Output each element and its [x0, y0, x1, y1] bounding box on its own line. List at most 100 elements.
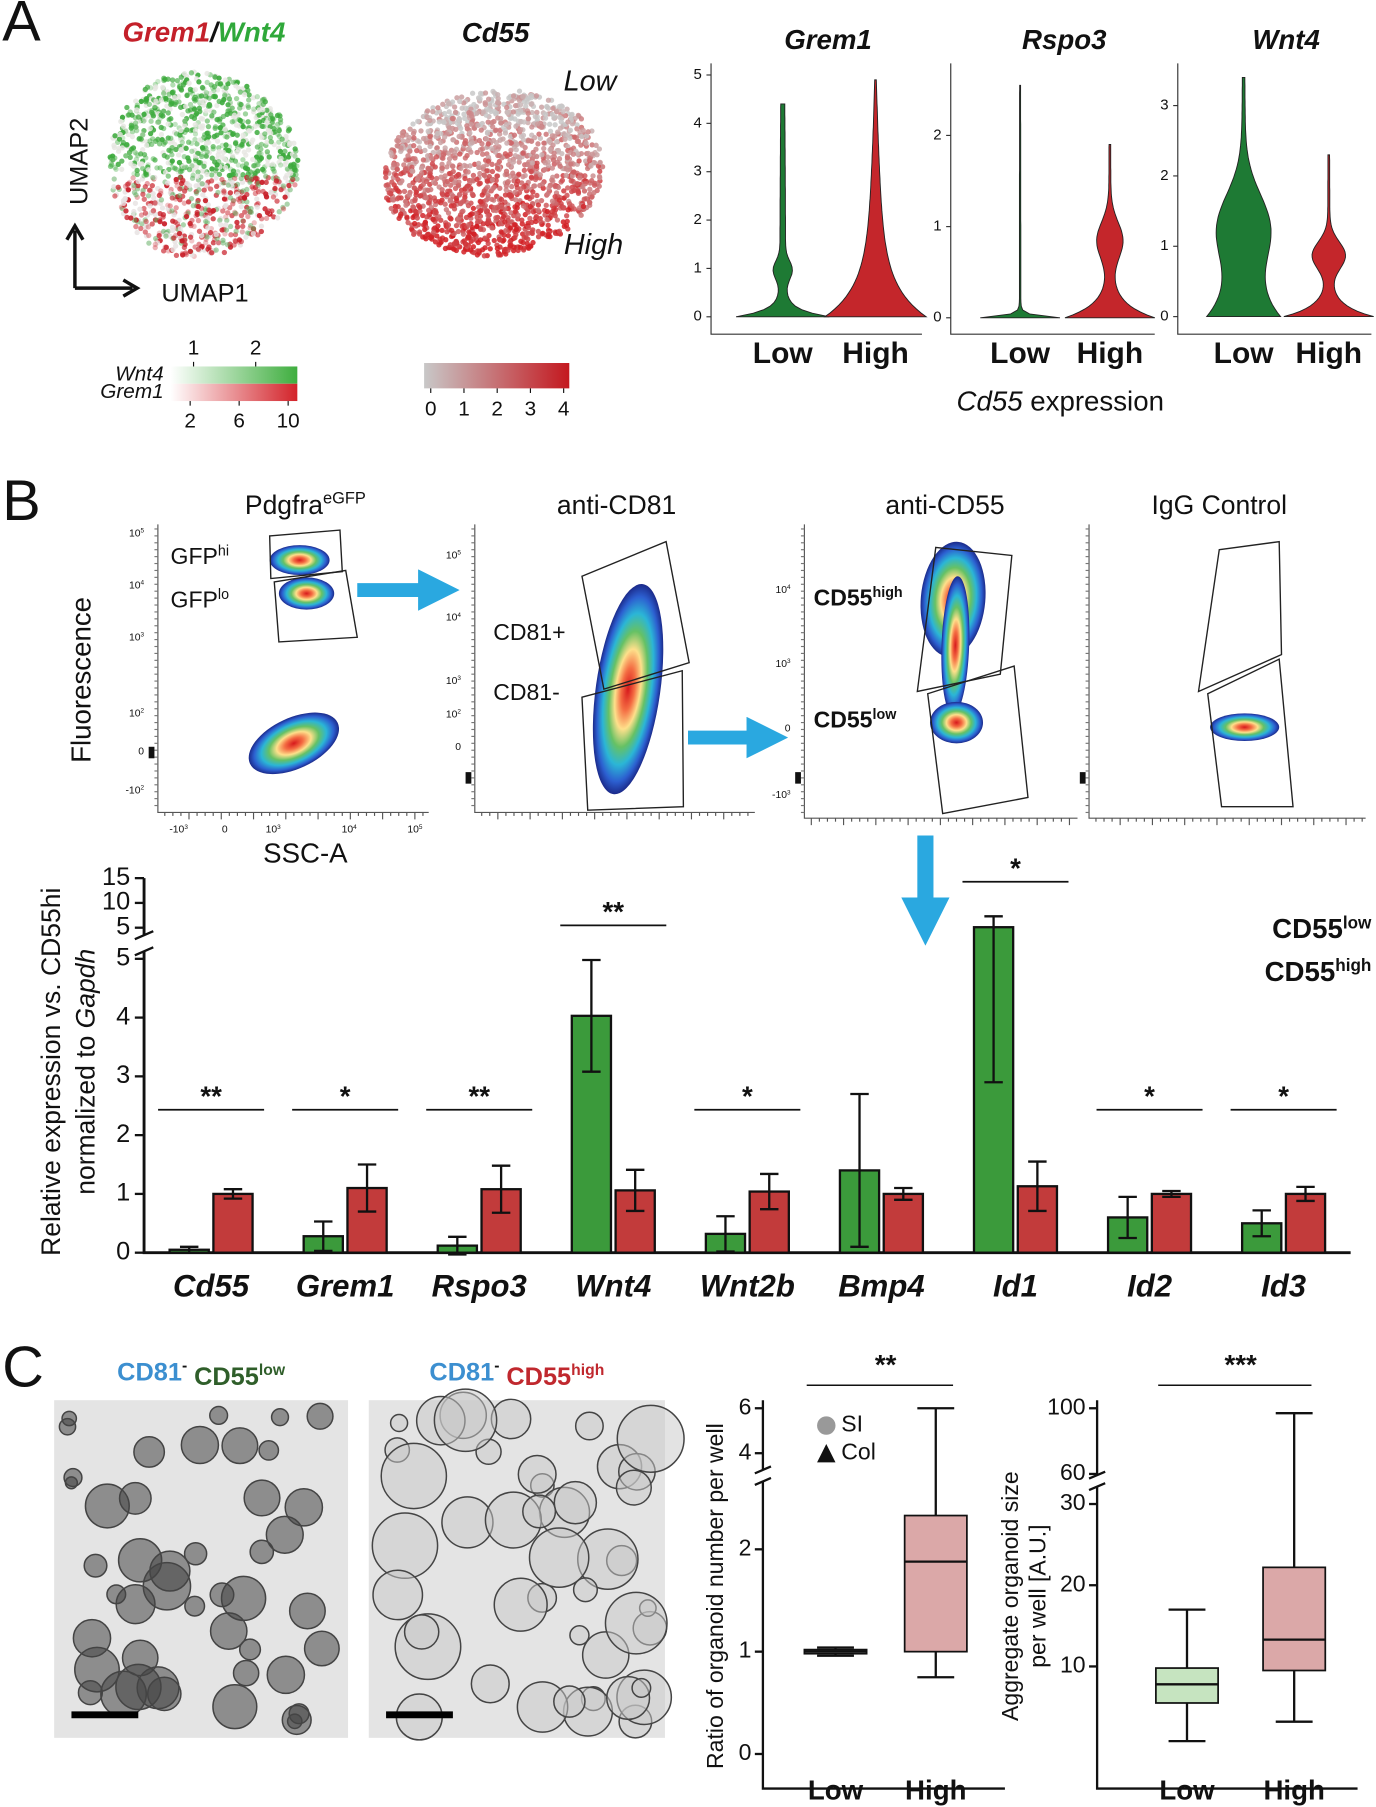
umap-point: [456, 171, 462, 178]
y-tick-label: 3: [694, 163, 702, 180]
umap-point: [264, 209, 271, 216]
umap-point: [558, 119, 564, 125]
umap-point: [531, 183, 538, 189]
umap-point: [245, 147, 252, 153]
umap-point: [160, 212, 167, 218]
umap-point: [589, 142, 595, 148]
axis-marker: [148, 746, 155, 759]
y-tick-label: 3: [1160, 97, 1168, 114]
umap-point: [470, 236, 476, 242]
density-blob: [269, 545, 330, 576]
umap-point: [115, 184, 121, 190]
umap-point: [256, 212, 263, 219]
umap-point: [203, 152, 209, 158]
umap-point: [250, 156, 256, 163]
umap-point: [213, 175, 219, 181]
significance-label: **: [200, 1081, 222, 1112]
umap-point: [255, 189, 262, 195]
umap-point: [225, 210, 231, 216]
umap-point: [268, 139, 274, 145]
umap-point: [525, 236, 531, 242]
umap-point: [254, 204, 260, 210]
significance-label: **: [468, 1081, 490, 1112]
umap-point: [583, 133, 590, 139]
umap-point: [280, 183, 287, 189]
umap-point: [432, 239, 439, 245]
text-part: -10: [772, 790, 787, 801]
umap-point: [504, 171, 510, 177]
organoid: [306, 1402, 334, 1430]
umap-point: [180, 177, 186, 183]
umap-point: [513, 226, 519, 233]
umap-point: [222, 92, 228, 98]
umap-point: [432, 202, 439, 208]
umap-point: [150, 175, 156, 181]
umap-point: [178, 127, 184, 134]
umap-point: [459, 105, 465, 111]
umap-point: [152, 245, 158, 251]
umap-point: [205, 130, 211, 136]
significance-label: **: [603, 896, 625, 927]
umap-point: [265, 175, 271, 181]
umap-point: [464, 123, 470, 129]
umap-point: [515, 111, 521, 117]
umap-point: [433, 209, 439, 216]
y-tick-label: 1: [116, 1179, 130, 1207]
umap-point: [247, 179, 253, 185]
umap-point: [541, 145, 547, 152]
umap-point: [450, 115, 457, 122]
umap-point: [196, 105, 203, 111]
umap-point: [527, 203, 533, 210]
umap-point: [279, 136, 285, 142]
umap-point: [444, 178, 450, 185]
umap-point: [502, 130, 509, 136]
umap-point: [436, 214, 442, 220]
umap-point: [274, 215, 281, 221]
umap-point: [193, 164, 200, 170]
umap-point: [262, 99, 268, 105]
umap-point: [463, 163, 470, 169]
x-tick-label: Id1: [993, 1269, 1038, 1304]
umap-point: [188, 196, 195, 202]
umap-point: [140, 147, 146, 153]
umap-point: [479, 146, 486, 152]
umap-point: [461, 111, 467, 117]
umap-point: [493, 127, 499, 133]
umap-point: [237, 89, 244, 95]
umap-point: [234, 219, 240, 226]
bar: [1150, 1192, 1193, 1254]
umap-point: [276, 127, 282, 134]
umap-point: [170, 89, 176, 95]
umap-point: [517, 244, 523, 250]
umap-point: [214, 162, 220, 168]
box: [1155, 1667, 1219, 1704]
umap-point: [250, 230, 256, 237]
umap-point: [516, 171, 522, 177]
umap-point: [143, 224, 149, 230]
organoid: [117, 1538, 163, 1583]
umap-point: [559, 177, 566, 184]
umap-point: [412, 156, 418, 162]
umap-point: [133, 223, 139, 230]
umap-point: [461, 249, 467, 255]
umap-point: [263, 215, 270, 222]
umap-point: [480, 164, 486, 170]
umap-point: [476, 164, 482, 170]
umap-point: [273, 178, 280, 184]
umap-point: [464, 183, 471, 189]
umap-point: [565, 143, 571, 150]
umap-point: [258, 228, 265, 235]
colorbar-tick-label: 1: [458, 398, 470, 421]
umap-point: [264, 139, 270, 145]
umap-point: [181, 200, 187, 206]
umap-point: [394, 161, 400, 168]
umap-point: [534, 192, 540, 199]
umap-point: [446, 109, 452, 115]
organoid: [265, 1515, 304, 1554]
umap-point: [237, 195, 243, 201]
legend-label: CD55high: [1265, 955, 1372, 987]
umap-point: [244, 199, 250, 205]
gate: [1206, 658, 1294, 808]
umap-point: [141, 196, 147, 202]
umap-point: [184, 91, 191, 98]
